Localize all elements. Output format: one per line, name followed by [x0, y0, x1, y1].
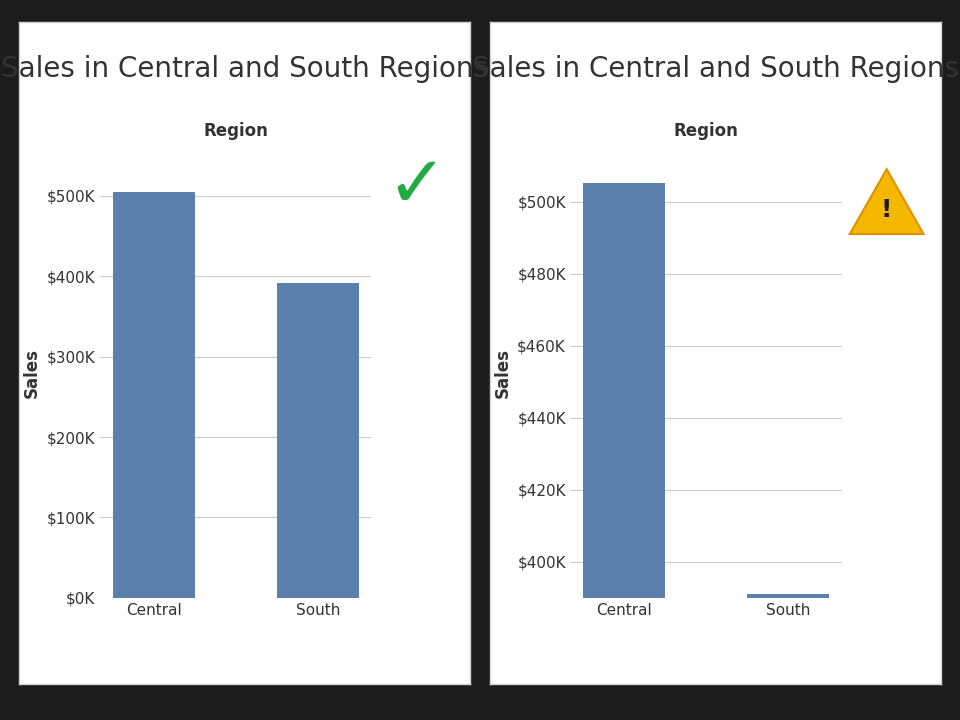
Title: Region: Region — [204, 122, 268, 140]
Bar — [747, 594, 829, 720]
Y-axis label: Sales: Sales — [493, 348, 512, 397]
Text: !: ! — [881, 198, 893, 222]
Y-axis label: Sales: Sales — [23, 348, 41, 397]
Bar — [583, 184, 665, 720]
Polygon shape — [850, 169, 924, 234]
Bar — [276, 284, 359, 598]
Text: ✓: ✓ — [386, 153, 446, 222]
Text: Sales in Central and South Regions: Sales in Central and South Regions — [471, 55, 959, 83]
Text: Sales in Central and South Regions: Sales in Central and South Regions — [1, 55, 489, 83]
Title: Region: Region — [674, 122, 738, 140]
Bar — [112, 192, 195, 598]
